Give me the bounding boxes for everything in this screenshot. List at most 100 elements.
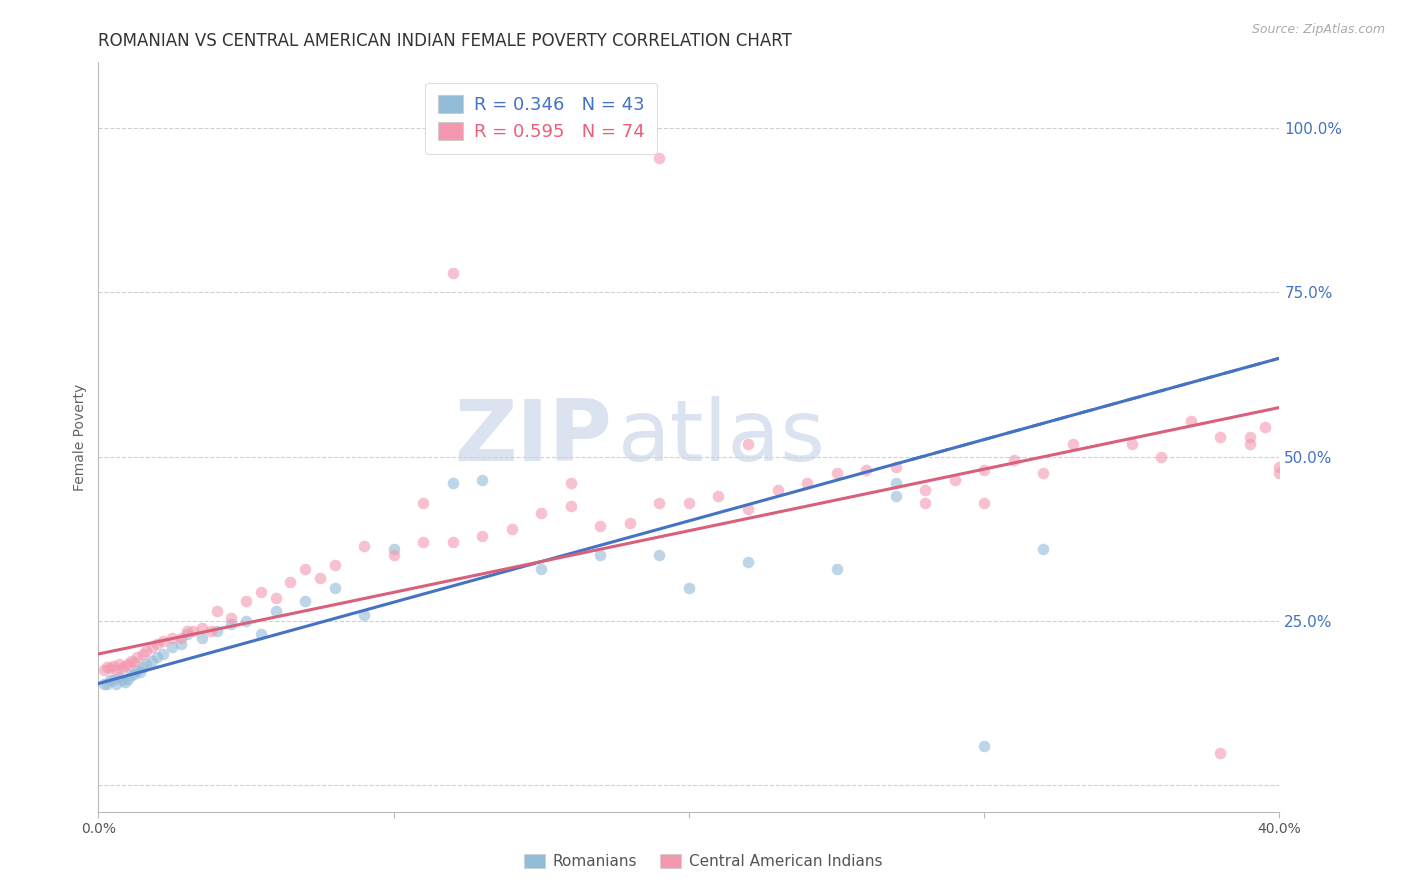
Point — [737, 555, 759, 569]
Point — [1002, 453, 1025, 467]
Point — [114, 674, 136, 689]
Point — [141, 654, 163, 668]
Point — [1032, 541, 1054, 556]
Point — [96, 676, 118, 690]
Point — [530, 506, 553, 520]
Point — [382, 549, 405, 563]
Point — [678, 581, 700, 595]
Point — [128, 665, 150, 680]
Legend: Romanians, Central American Indians: Romanians, Central American Indians — [517, 848, 889, 875]
Point — [170, 631, 193, 645]
Point — [1180, 414, 1202, 428]
Point — [619, 516, 641, 530]
Point — [560, 499, 582, 513]
Point — [1062, 436, 1084, 450]
Point — [766, 483, 789, 497]
Point — [294, 561, 316, 575]
Point — [353, 539, 375, 553]
Point — [441, 476, 464, 491]
Point — [884, 476, 907, 491]
Point — [1209, 430, 1232, 444]
Point — [152, 633, 174, 648]
Point — [1032, 467, 1054, 481]
Point — [648, 151, 671, 165]
Point — [235, 594, 257, 608]
Point — [221, 611, 243, 625]
Point — [105, 664, 128, 678]
Point — [191, 631, 214, 645]
Point — [264, 591, 287, 606]
Point — [825, 561, 848, 575]
Point — [309, 571, 332, 585]
Point — [353, 607, 375, 622]
Point — [111, 661, 134, 675]
Point — [973, 496, 995, 510]
Point — [135, 657, 157, 671]
Point — [205, 604, 228, 618]
Point — [973, 463, 995, 477]
Point — [235, 614, 257, 628]
Text: atlas: atlas — [619, 395, 827, 479]
Point — [412, 535, 434, 549]
Point — [589, 549, 612, 563]
Legend: R = 0.346   N = 43, R = 0.595   N = 74: R = 0.346 N = 43, R = 0.595 N = 74 — [425, 83, 658, 153]
Point — [221, 617, 243, 632]
Point — [108, 670, 131, 684]
Text: Source: ZipAtlas.com: Source: ZipAtlas.com — [1251, 23, 1385, 37]
Point — [117, 672, 139, 686]
Point — [122, 666, 145, 681]
Point — [117, 657, 139, 671]
Point — [120, 668, 142, 682]
Point — [1239, 430, 1261, 444]
Point — [1121, 436, 1143, 450]
Point — [1209, 746, 1232, 760]
Point — [1150, 450, 1173, 464]
Point — [181, 624, 204, 638]
Point — [135, 643, 157, 657]
Point — [105, 676, 128, 690]
Y-axis label: Female Poverty: Female Poverty — [73, 384, 87, 491]
Point — [125, 650, 148, 665]
Point — [250, 627, 273, 641]
Point — [501, 522, 523, 536]
Text: ROMANIAN VS CENTRAL AMERICAN INDIAN FEMALE POVERTY CORRELATION CHART: ROMANIAN VS CENTRAL AMERICAN INDIAN FEMA… — [98, 32, 793, 50]
Point — [98, 661, 121, 675]
Point — [323, 581, 346, 595]
Point — [1268, 467, 1291, 481]
Point — [530, 561, 553, 575]
Point — [162, 640, 183, 655]
Point — [737, 436, 759, 450]
Point — [471, 473, 494, 487]
Point — [737, 502, 759, 516]
Point — [560, 476, 582, 491]
Point — [825, 467, 848, 481]
Point — [589, 518, 612, 533]
Point — [146, 637, 169, 651]
Point — [146, 650, 169, 665]
Point — [152, 647, 174, 661]
Point — [93, 664, 115, 678]
Point — [114, 658, 136, 673]
Point — [707, 489, 730, 503]
Point — [884, 489, 907, 503]
Point — [441, 266, 464, 280]
Point — [96, 660, 118, 674]
Point — [678, 496, 700, 510]
Point — [294, 594, 316, 608]
Point — [111, 673, 134, 688]
Point — [884, 459, 907, 474]
Point — [914, 483, 936, 497]
Point — [323, 558, 346, 573]
Point — [200, 624, 222, 638]
Point — [648, 496, 671, 510]
Point — [471, 529, 494, 543]
Point — [1268, 459, 1291, 474]
Point — [648, 549, 671, 563]
Point — [914, 496, 936, 510]
Point — [250, 584, 273, 599]
Point — [973, 739, 995, 753]
Point — [103, 673, 125, 688]
Point — [132, 647, 155, 661]
Point — [412, 496, 434, 510]
Point — [441, 535, 464, 549]
